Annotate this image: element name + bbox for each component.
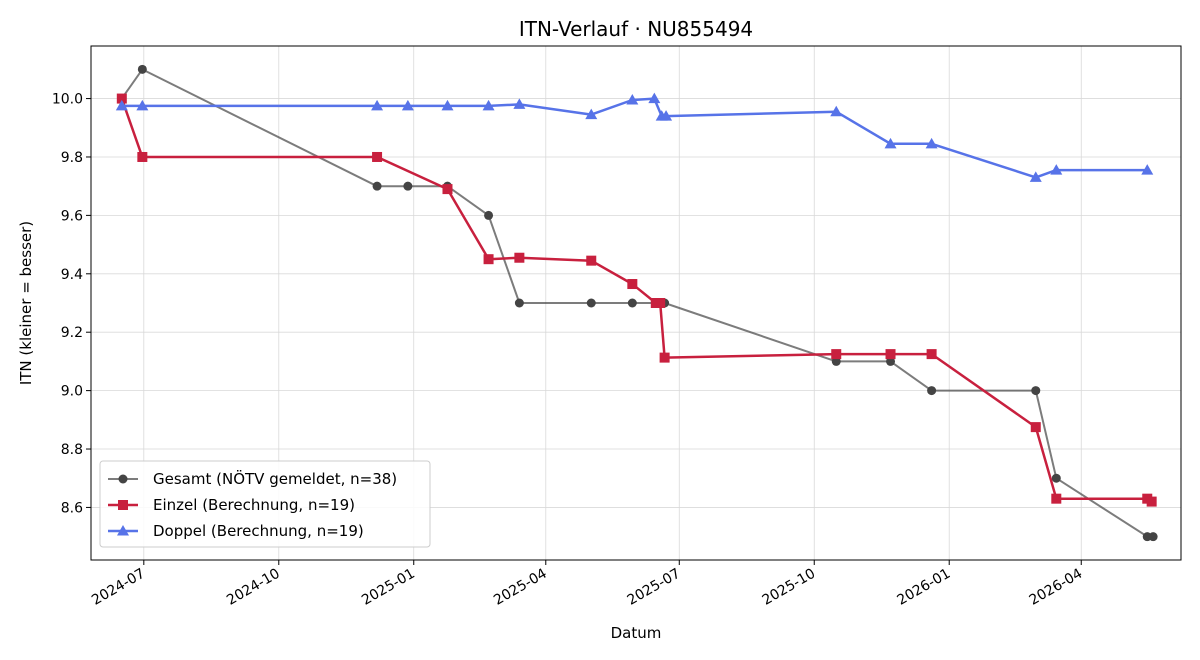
data-point-einzel (926, 349, 937, 360)
data-point-doppel (648, 92, 661, 104)
data-point-doppel (115, 99, 128, 111)
y-tick-label: 9.4 (61, 267, 83, 283)
series-markers (115, 64, 1158, 542)
data-point-doppel (482, 99, 495, 111)
legend-marker-gesamt (118, 474, 128, 484)
data-point-einzel (442, 184, 453, 195)
data-point-einzel (659, 352, 670, 363)
y-tick-label: 9.8 (61, 150, 83, 166)
data-point-gesamt (372, 181, 382, 191)
chart-title: ITN-Verlauf · NU855494 (519, 17, 753, 41)
legend-marker-einzel (118, 500, 128, 510)
data-point-gesamt (1031, 386, 1041, 396)
data-point-einzel (655, 298, 666, 308)
data-point-gesamt (831, 356, 841, 366)
data-point-doppel (1050, 164, 1063, 175)
data-point-doppel (1029, 171, 1042, 182)
data-point-gesamt (403, 181, 413, 191)
data-point-doppel (830, 105, 843, 117)
legend-marker-doppel (117, 525, 129, 536)
data-point-doppel (626, 94, 639, 105)
grid-lines (91, 46, 1181, 560)
data-point-doppel (136, 99, 149, 111)
series-line-gesamt (120, 68, 1154, 538)
y-tick-label: 9.2 (61, 325, 83, 341)
data-point-einzel (514, 252, 525, 263)
data-point-gesamt (886, 356, 896, 366)
data-point-gesamt (586, 298, 596, 308)
data-point-einzel (885, 349, 896, 360)
legend-label-einzel: Einzel (Berechnung, n=19) (153, 496, 355, 514)
data-point-einzel (1146, 496, 1157, 507)
data-point-gesamt (1148, 532, 1158, 542)
data-point-gesamt (514, 298, 524, 308)
data-point-einzel (586, 255, 597, 266)
data-point-doppel (585, 108, 598, 120)
data-point-gesamt (484, 210, 494, 220)
series-line-doppel (121, 97, 1148, 179)
data-point-einzel (483, 254, 494, 265)
data-point-einzel (372, 151, 383, 162)
data-point-doppel (441, 99, 454, 111)
legend-box (99, 460, 431, 548)
y-axis-label: ITN (kleiner = besser) (17, 221, 35, 385)
y-tick-label: 8.6 (61, 500, 83, 516)
data-point-doppel (401, 99, 414, 111)
y-tick-label: 9.0 (61, 384, 83, 400)
data-point-einzel (1030, 422, 1041, 433)
y-tick-label: 10.0 (52, 92, 83, 108)
data-point-einzel (137, 151, 148, 162)
data-point-gesamt (1051, 473, 1061, 483)
data-point-einzel (831, 349, 842, 360)
data-point-einzel (1051, 493, 1062, 504)
data-point-doppel (884, 137, 897, 149)
y-tick-label: 8.8 (61, 442, 83, 458)
data-point-gesamt (627, 298, 637, 308)
legend-label-doppel: Doppel (Berechnung, n=19) (153, 522, 364, 540)
data-point-doppel (371, 99, 384, 111)
data-point-doppel (1141, 164, 1154, 175)
data-point-doppel (660, 110, 673, 121)
plot-frame (90, 45, 1182, 561)
data-point-gesamt (137, 64, 147, 74)
legend-label-gesamt: Gesamt (NÖTV gemeldet, n=38) (153, 469, 397, 488)
legend: Gesamt (NÖTV gemeldet, n=38) Einzel (Bere… (99, 460, 431, 548)
y-tick-label: 9.6 (61, 208, 83, 224)
data-point-einzel (627, 279, 638, 290)
data-point-einzel (116, 93, 127, 104)
data-point-gesamt (927, 386, 937, 396)
data-point-doppel (925, 137, 938, 149)
y-axis: 8.6 8.8 9.0 9.2 9.4 9.6 9.8 10.0 (52, 92, 91, 516)
data-point-doppel (513, 98, 526, 109)
x-axis-label: Datum (611, 624, 662, 642)
